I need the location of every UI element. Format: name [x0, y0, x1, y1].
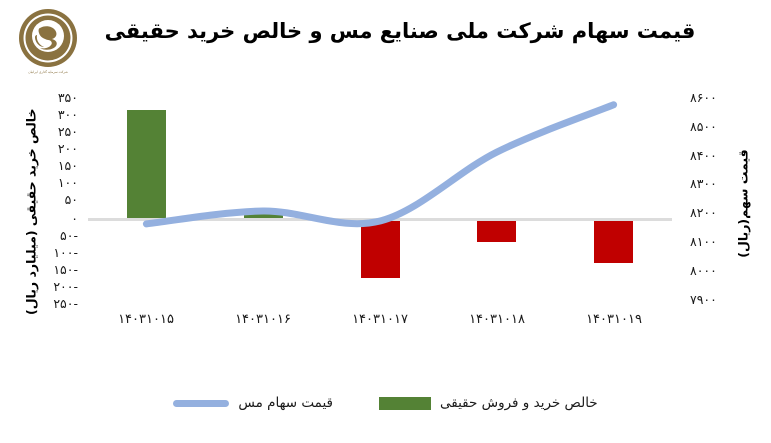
left-tick: ۰: [71, 211, 78, 226]
right-tick: ۸۲۰۰: [690, 205, 717, 220]
legend-item-price-line[interactable]: قیمت سهام مس: [173, 395, 333, 411]
right-tick: ۸۱۰۰: [690, 234, 717, 249]
page-title: قیمت سهام شرکت ملی صنایع مس و خالص خرید …: [104, 19, 696, 43]
right-tick: ۸۵۰۰: [690, 119, 717, 134]
left-tick: ۱۰۰: [57, 175, 78, 190]
left-tick: -۲۰۰: [53, 279, 78, 294]
right-tick: ۸۶۰۰: [690, 90, 717, 105]
left-tick: -۲۵۰: [53, 296, 78, 311]
x-axis-labels: ۱۴۰۳۱۰۱۵ ۱۴۰۳۱۰۱۶ ۱۴۰۳۱۰۱۷ ۱۴۰۳۱۰۱۸ ۱۴۰۳…: [88, 312, 672, 338]
right-tick: ۸۴۰۰: [690, 148, 717, 163]
left-tick: -۵۰: [60, 228, 78, 243]
left-axis-ticks: ۳۵۰ ۳۰۰ ۲۵۰ ۲۰۰ ۱۵۰ ۱۰۰ ۵۰ ۰ -۵۰ -۱۰۰ -۱…: [28, 90, 78, 309]
legend-item-net-retail[interactable]: خالص خرید و فروش حقیقی: [378, 395, 598, 411]
bar-2: [243, 210, 283, 218]
left-tick: ۳۰۰: [57, 107, 78, 122]
left-tick: ۱۵۰: [57, 158, 78, 173]
right-tick: ۷۹۰۰: [690, 292, 717, 307]
legend-label: خالص خرید و فروش حقیقی: [439, 395, 598, 411]
x-label: ۱۴۰۳۱۰۱۷: [352, 312, 408, 327]
bar-1: [126, 109, 166, 218]
x-label: ۱۴۰۳۱۰۱۶: [235, 312, 291, 327]
left-tick: ۲۵۰: [57, 124, 78, 139]
left-axis-title: خالص خرید حقیقی (میلیارد ریال): [23, 108, 39, 316]
bar-3: [360, 221, 400, 279]
right-axis-title: قیمت سهم(ریال): [735, 149, 751, 258]
line-swatch-icon: [173, 399, 230, 407]
left-tick: -۱۰۰: [53, 245, 78, 260]
svg-text:شرکت سرمایه گذاری ایرانیان: شرکت سرمایه گذاری ایرانیان: [28, 70, 68, 74]
bar-4: [477, 221, 517, 243]
plot-area: [88, 92, 672, 307]
chart-legend: قیمت سهام مس خالص خرید و فروش حقیقی: [0, 388, 771, 418]
right-tick: ۸۳۰۰: [690, 176, 717, 191]
left-tick: ۳۵۰: [57, 90, 78, 105]
left-tick: ۵۰: [64, 192, 78, 207]
legend-label: قیمت سهام مس: [238, 395, 333, 411]
right-axis-ticks: ۸۶۰۰ ۸۵۰۰ ۸۴۰۰ ۸۳۰۰ ۸۲۰۰ ۸۱۰۰ ۸۰۰۰ ۷۹۰۰: [690, 90, 746, 307]
x-label: ۱۴۰۳۱۰۱۹: [586, 312, 642, 327]
right-tick: ۸۰۰۰: [690, 263, 717, 278]
tamadon-investment-logo: شرکت سرمایه گذاری ایرانیان: [10, 6, 86, 78]
x-label: ۱۴۰۳۱۰۱۸: [469, 312, 525, 327]
left-tick: -۱۵۰: [53, 262, 78, 277]
left-tick: ۲۰۰: [57, 141, 78, 156]
x-label: ۱۴۰۳۱۰۱۵: [118, 312, 174, 327]
bar-swatch-icon: [378, 396, 431, 410]
bar-5: [594, 221, 634, 264]
